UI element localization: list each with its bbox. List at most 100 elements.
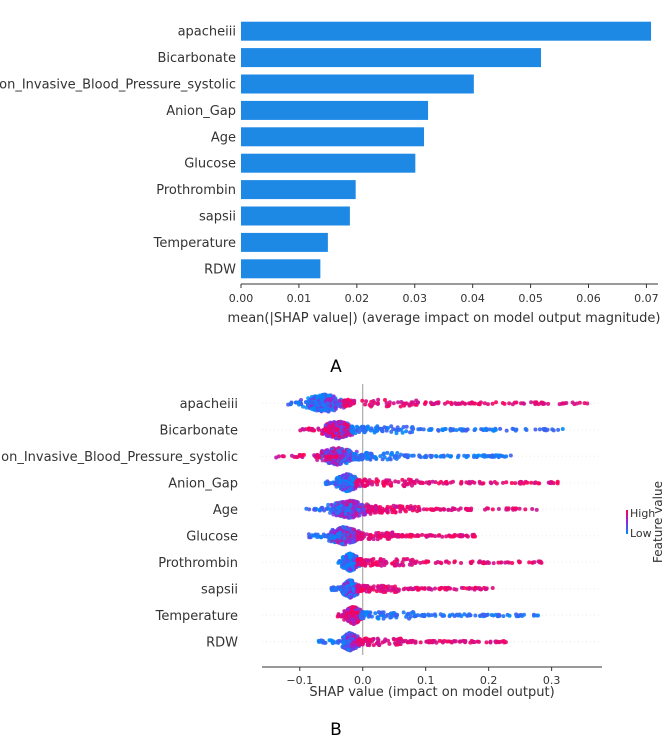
shap-dot [363,612,368,617]
y-tick-label: Anion_Gap [168,476,238,491]
shap-dot [585,401,590,406]
shap-dot [310,407,315,412]
shap-dot [496,612,501,617]
shap-dot [384,404,389,409]
shap-dot [509,480,514,485]
shap-dot [519,401,524,406]
shap-dot [433,453,438,458]
shap-dot [341,640,346,645]
shap-dot [367,613,372,618]
shap-dot [331,512,336,517]
y-tick-label: Anion_Gap [166,104,236,119]
shap-dot [490,586,495,591]
shap-dot [349,530,354,535]
shap-dot [333,405,338,410]
shap-dot [404,429,409,434]
shap-dot [393,479,398,484]
bar [241,48,542,68]
shap-dot [507,613,512,618]
shap-dot [355,561,360,566]
shap-dot [422,613,427,618]
shap-dot [357,643,362,648]
shap-dot [484,613,489,618]
shap-dot [411,610,416,615]
shap-dot [530,507,535,512]
shap-dot [395,450,400,455]
shap-dot [359,556,364,561]
shap-dot [533,427,538,432]
shap-dot [529,480,534,485]
shap-dot [408,477,413,482]
shap-dot [360,454,365,459]
shap-dot [310,427,315,432]
shap-dot [510,426,515,431]
shap-dot [337,613,342,618]
x-axis-label: SHAP value (impact on model output) [309,685,554,700]
bar [241,259,321,279]
shap-dot [312,453,317,458]
shap-dot [335,462,340,467]
shap-dot [334,586,339,591]
shap-dot [457,534,462,539]
shap-dot [430,479,435,484]
shap-dot [472,534,477,539]
shap-dot [453,401,458,406]
shap-dot [546,480,551,485]
shap-dot [556,427,561,432]
shap-dot [513,428,518,433]
y-tick-label: RDW [206,635,238,650]
shap-dot [437,587,442,592]
shap-dot [503,640,508,645]
shap-dot [369,504,374,509]
shap-dot [385,457,390,462]
shap-dot [440,640,445,645]
shap-dot [323,427,328,432]
shap-dot [452,639,457,644]
shap-dot [545,427,550,432]
shap-dot [306,396,311,401]
shap-dot [537,427,542,432]
shap-dot [436,428,441,433]
shap-dot [331,639,336,644]
shap-dot [397,639,402,644]
shap-dot [444,534,449,539]
shap-dot [338,461,343,466]
shap-dot [418,427,423,432]
shap-dot [351,557,356,562]
shap-dot [503,560,508,565]
shap-dot [500,400,505,405]
shap-dot [365,584,370,589]
shap-dot [495,454,500,459]
shap-dot [407,402,412,407]
shap-dot [433,480,438,485]
shap-dot [491,428,496,433]
shap-dot [319,428,324,433]
shap-dot [306,426,311,431]
shap-dot [286,402,291,407]
shap-dot [355,478,360,483]
x-tick-label: 0.06 [576,292,601,305]
shap-dot [467,507,472,512]
shap-dot [349,428,354,433]
shap-dot [400,504,405,509]
shap-dot [325,405,330,410]
shap-dot [504,428,509,433]
shap-dot [347,586,352,591]
shap-dot [407,616,412,621]
shap-dot [383,559,388,564]
shap-dot [315,535,320,540]
colorbar-low-label: Low [630,527,652,540]
shap-dot [500,454,505,459]
shap-dot [338,560,343,565]
shap-dot [337,475,342,480]
shap-dot [389,483,394,488]
shap-dot [513,481,518,486]
shap-dot [345,429,350,434]
shap-dot [341,480,346,485]
shap-dot [360,479,365,484]
shap-dot [364,589,369,594]
shap-dot [531,612,536,617]
shap-dot [374,506,379,511]
shap-dot [325,454,330,459]
